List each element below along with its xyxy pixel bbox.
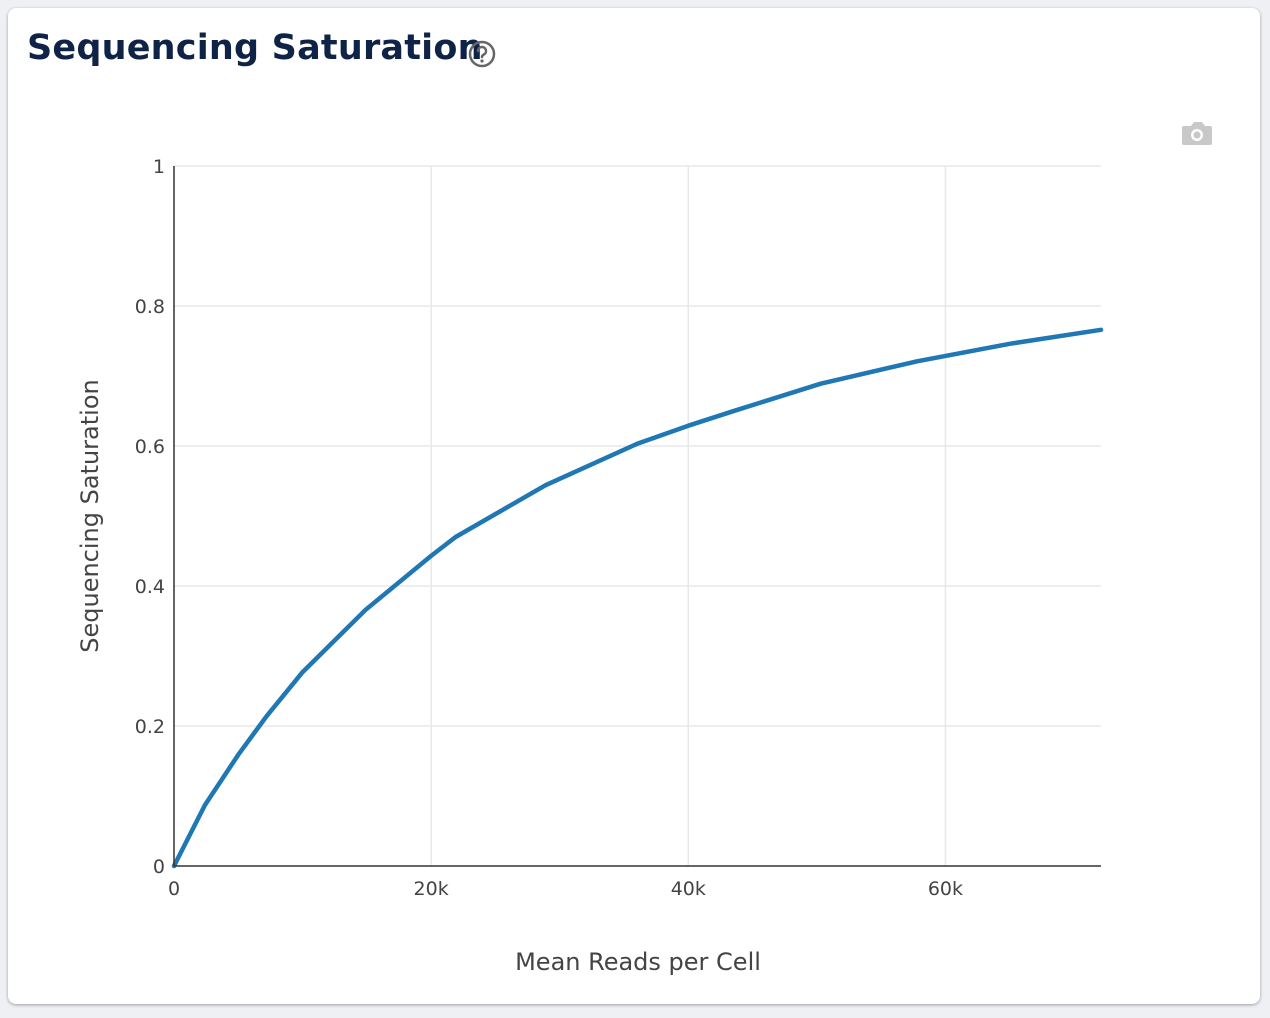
x-tick-label: 20k xyxy=(414,878,449,900)
y-tick-label: 0.4 xyxy=(135,576,165,598)
y-tick-label: 0 xyxy=(153,856,165,878)
x-tick-label: 0 xyxy=(168,878,180,900)
camera-icon[interactable] xyxy=(1180,118,1214,148)
y-axis-label: Sequencing Saturation xyxy=(76,379,104,652)
saturation-line xyxy=(171,327,1104,869)
card-title: Sequencing Saturation xyxy=(27,28,483,68)
x-tick-label: 40k xyxy=(671,878,706,900)
x-tick-label: 60k xyxy=(928,878,963,900)
y-tick-label: 0.2 xyxy=(135,716,165,738)
y-tick-label: 1 xyxy=(153,156,165,178)
y-tick-label: 0.6 xyxy=(135,436,165,458)
y-tick-label: 0.8 xyxy=(135,296,165,318)
question-circle-icon[interactable] xyxy=(468,40,496,68)
sequencing-saturation-card xyxy=(8,8,1260,1004)
x-axis-label: Mean Reads per Cell xyxy=(515,948,761,976)
